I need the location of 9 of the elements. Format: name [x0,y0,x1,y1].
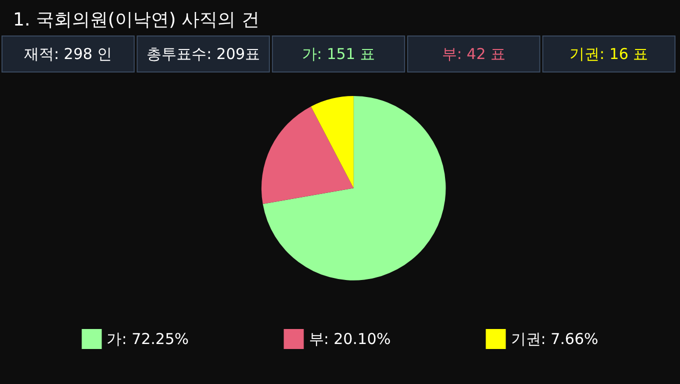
legend-label: 기권: 7.66% [510,330,598,348]
chart-title: 1. 국회의원(이낙연) 사직의 건 [13,10,260,30]
text: 재적: 298 인 [24,45,112,63]
legend-label: 가: 72.25% [106,330,189,348]
text: 기권: 16 표 [570,45,648,63]
text: 총투표수: 209표 [146,45,260,63]
text: 부: 42 표 [442,45,506,63]
text: 가: 151 표 [302,45,376,63]
legend-label: 부: 20.10% [308,330,391,348]
